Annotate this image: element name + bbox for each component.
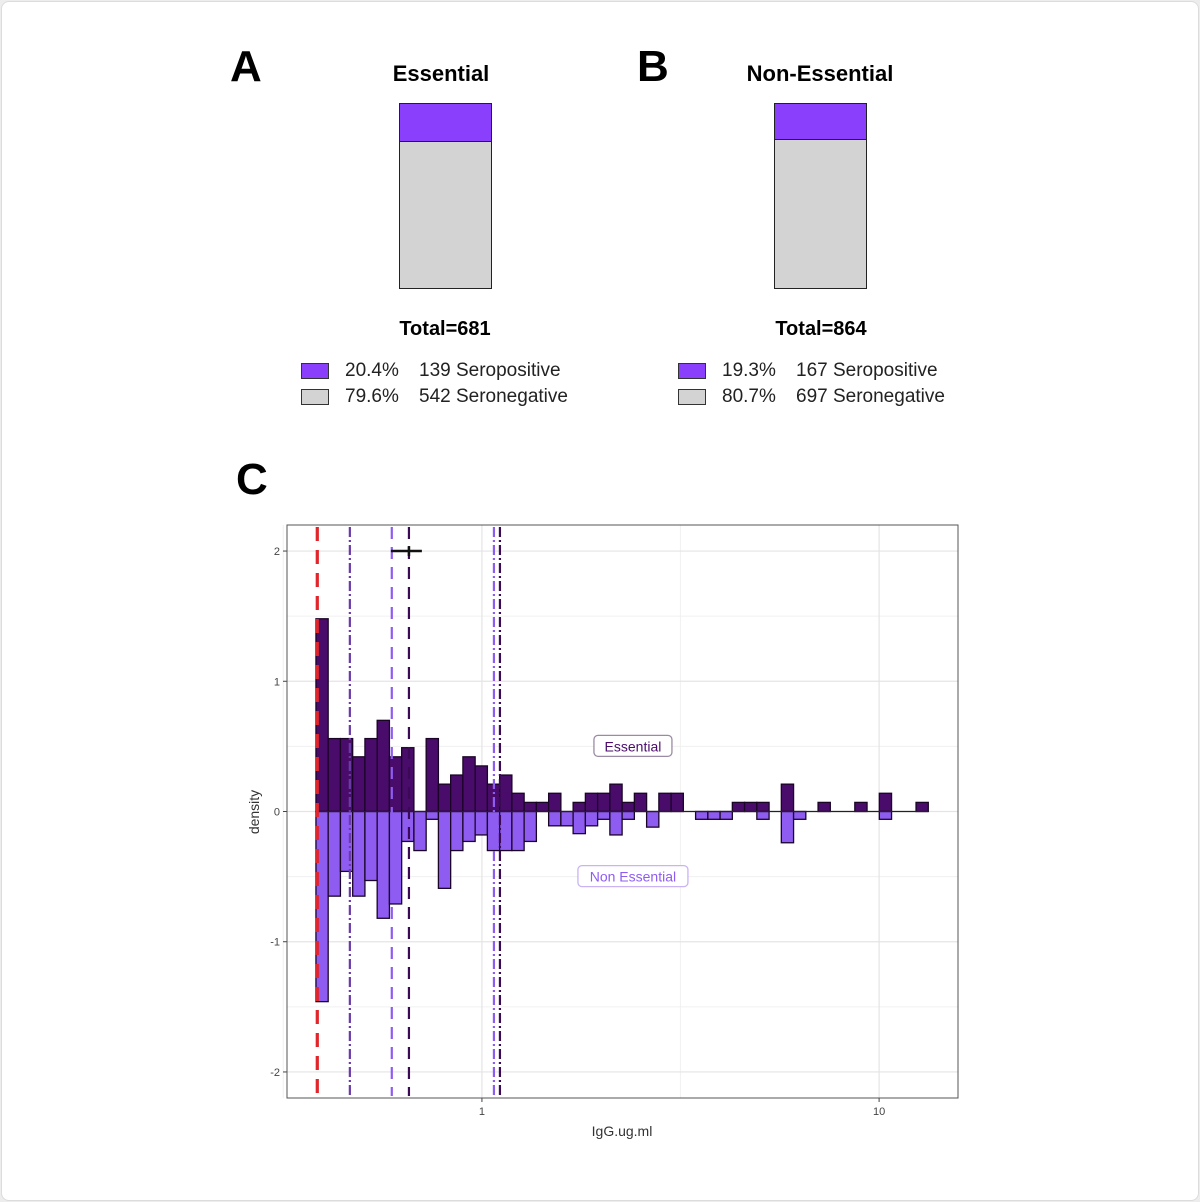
- panel-b-total: Total=864: [775, 318, 867, 340]
- legend-pct: 19.3%: [722, 360, 776, 381]
- panel-b-title: Non-Essential: [746, 61, 894, 86]
- legend-item-seronegative: 79.6% 542 Seronegative: [301, 384, 568, 410]
- legend-label: 167 Seropositive: [796, 360, 938, 381]
- legend-item-seronegative: 80.7% 697 Seronegative: [678, 384, 945, 410]
- legend-item-seropositive: 20.4% 139 Seropositive: [301, 358, 568, 384]
- legend-pct: 79.6%: [345, 386, 399, 407]
- panel-a-total: Total=681: [399, 318, 491, 340]
- legend-pct: 20.4%: [345, 360, 399, 381]
- seropositive-swatch: [678, 363, 706, 379]
- panel-a-seropositive-segment: [400, 104, 491, 142]
- panel-a-letter: A: [230, 42, 262, 91]
- panel-a-legend: 20.4% 139 Seropositive 79.6% 542 Seronegat…: [301, 358, 568, 410]
- panel-a-title: Essential: [392, 61, 490, 86]
- panel-b-letter: B: [637, 42, 669, 91]
- seronegative-swatch: [301, 389, 329, 405]
- panel-b-seropositive-segment: [775, 104, 866, 140]
- seropositive-swatch: [301, 363, 329, 379]
- legend-item-seropositive: 19.3% 167 Seropositive: [678, 358, 945, 384]
- legend-label: 139 Seropositive: [419, 360, 561, 381]
- legend-pct: 80.7%: [722, 386, 776, 407]
- panel-b-legend: 19.3% 167 Seropositive 80.7% 697 Seronegat…: [678, 358, 945, 410]
- panel-b-stacked-bar: [774, 103, 867, 289]
- seronegative-swatch: [678, 389, 706, 405]
- panel-c-letter: C: [236, 455, 268, 504]
- legend-label: 697 Seronegative: [796, 386, 945, 407]
- panel-a-stacked-bar: [399, 103, 492, 289]
- legend-label: 542 Seronegative: [419, 386, 568, 407]
